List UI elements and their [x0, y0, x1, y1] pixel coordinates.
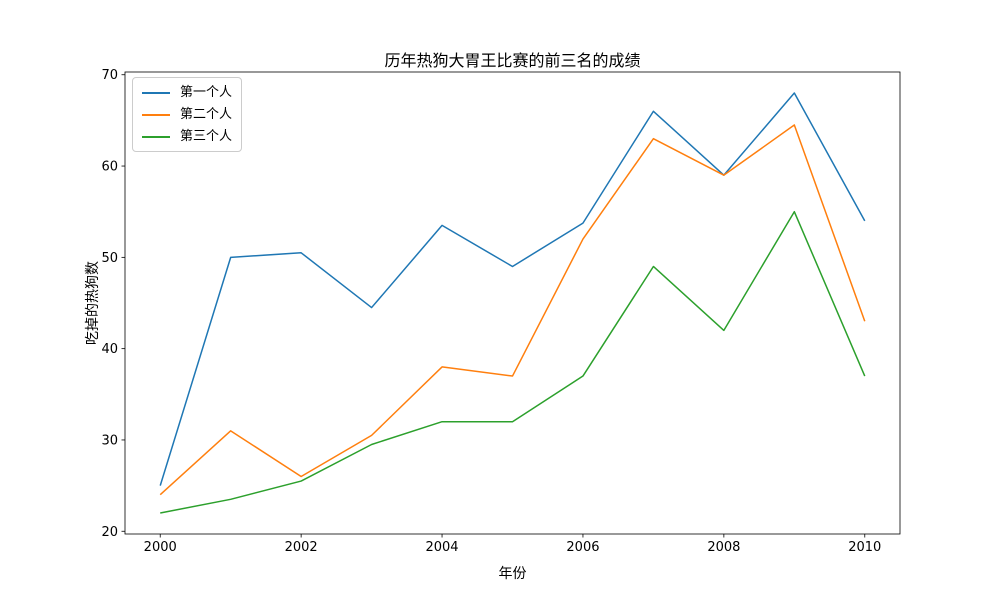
y-tick-label: 70: [101, 68, 118, 83]
y-tick-label: 60: [101, 160, 118, 175]
legend-label: 第一个人: [180, 85, 233, 100]
series-line: [159, 124, 866, 496]
legend: 第一个人 第二个人 第三个人: [132, 77, 243, 152]
x-tick-label: 2002: [285, 540, 318, 555]
x-tick-label: 2006: [566, 540, 599, 555]
axes-spines: [124, 71, 901, 535]
x-axis-label: 年份: [498, 566, 527, 582]
legend-item: 第三个人: [142, 129, 232, 144]
x-tick-label: 2000: [144, 540, 177, 555]
y-axis-label: 吃掉的热狗数: [85, 261, 101, 345]
series-line: [160, 210, 866, 514]
x-tick-label: 2004: [425, 540, 458, 555]
legend-line-sample-icon: [142, 135, 170, 138]
legend-item: 第一个人: [142, 85, 232, 100]
y-tick-label: 50: [101, 251, 118, 266]
legend-item: 第二个人: [142, 107, 232, 122]
legend-label: 第二个人: [180, 107, 233, 122]
series-line: [159, 92, 866, 486]
legend-line-sample-icon: [142, 91, 170, 94]
y-tick-label: 40: [101, 342, 118, 357]
legend-line-sample-icon: [142, 113, 170, 116]
x-tick-label: 2010: [848, 540, 881, 555]
legend-label: 第三个人: [180, 129, 233, 144]
y-tick-label: 20: [101, 525, 118, 540]
x-tick-label: 2008: [707, 540, 740, 555]
y-tick-label: 30: [101, 433, 118, 448]
chart-title: 历年热狗大胃王比赛的前三名的成绩: [384, 51, 641, 70]
